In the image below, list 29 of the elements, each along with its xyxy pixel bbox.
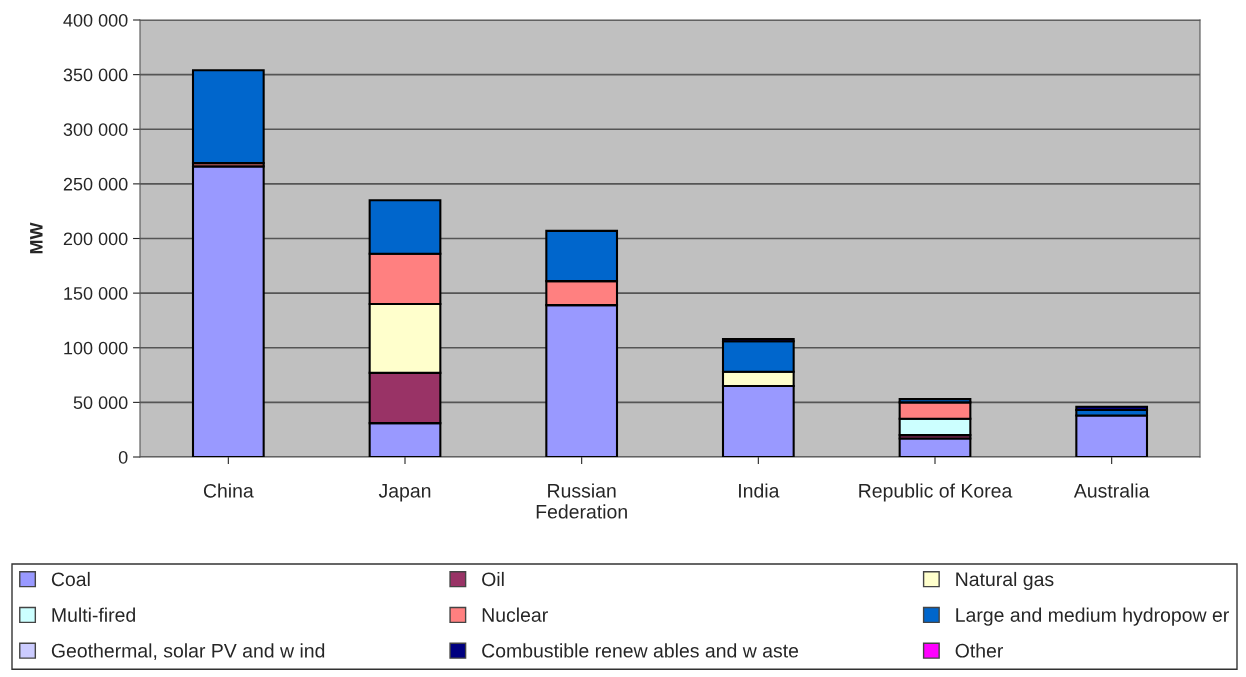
legend-label: Combustible renew ables and w aste <box>482 643 799 658</box>
legend-label: Large and medium hydropow er <box>956 607 1229 626</box>
y-tick-label: 150 000 <box>64 287 128 300</box>
legend-label: Nuclear <box>482 607 548 622</box>
bar <box>191 165 265 457</box>
y-tick-label: 100 000 <box>64 341 128 355</box>
legend-label: Natural gas <box>956 571 1054 591</box>
legend-label: Coal <box>51 571 90 587</box>
y-tick-label: 200 000 <box>63 232 128 246</box>
y-tick-label: 0 <box>118 450 128 464</box>
y-tick-label: 350 000 <box>63 68 128 82</box>
bar <box>898 437 972 457</box>
legend-label: Oil <box>482 571 504 587</box>
y-tick-label: 400 000 <box>63 13 128 27</box>
legend-label: Geothermal, solar PV and w ind <box>51 643 325 660</box>
y-tick-label: 50 000 <box>73 396 128 410</box>
x-tick-label: Republic of Korea <box>859 483 1013 502</box>
x-tick-label: India <box>739 483 780 498</box>
x-tick-label: Russian Federation <box>536 483 627 519</box>
y-tick-label: 300 000 <box>63 123 128 136</box>
y-axis-title: MW <box>30 222 43 254</box>
y-tick-label: 250 000 <box>63 177 128 191</box>
bar <box>1075 414 1149 457</box>
x-tick-label: Australia <box>1073 483 1150 498</box>
x-tick-label: Japan <box>378 484 431 502</box>
bar <box>191 69 265 165</box>
legend-label: Other <box>955 643 1004 658</box>
legend-label: Multi-fired <box>52 607 135 622</box>
x-tick-label: China <box>203 483 254 498</box>
